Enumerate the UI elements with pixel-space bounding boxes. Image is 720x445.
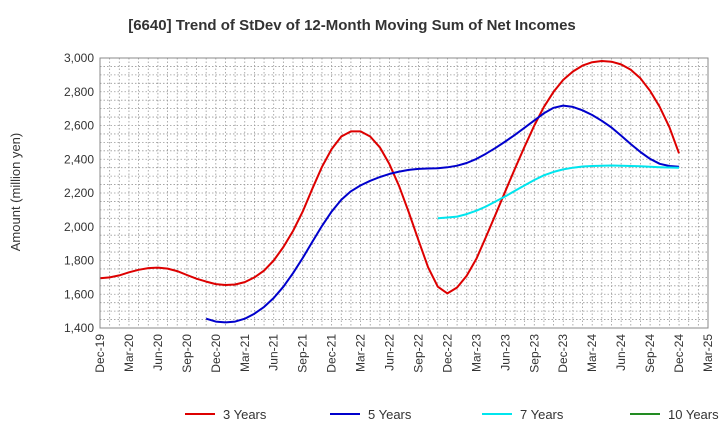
x-tick-label: Dec-24 — [672, 334, 686, 373]
plot-area: 1,400 1,600 1,800 2,000 2,200 2,400 2,600 2,800… — [64, 51, 715, 373]
x-tick-label: Jun-23 — [498, 334, 512, 371]
x-tick-label: Jun-22 — [383, 334, 397, 371]
x-tick-label: Dec-20 — [209, 334, 223, 373]
x-tick-label: Mar-22 — [354, 334, 368, 372]
x-tick-label: Dec-23 — [556, 334, 570, 373]
plot-background — [100, 58, 708, 328]
x-tick-label: Sep-23 — [527, 334, 541, 373]
legend-label-7-years: 7 Years — [520, 407, 564, 422]
y-tick-label: 2,200 — [64, 186, 94, 200]
legend: 3 Years 5 Years 7 Years 10 Years — [185, 407, 719, 422]
chart-title: [6640] Trend of StDev of 12-Month Moving… — [128, 17, 576, 34]
x-tick-label: Dec-19 — [93, 334, 107, 373]
y-tick-label: 2,000 — [64, 220, 94, 234]
y-tick-label: 2,600 — [64, 119, 94, 133]
legend-label-5-years: 5 Years — [368, 407, 412, 422]
legend-label-10-years: 10 Years — [668, 407, 719, 422]
x-tick-label: Sep-22 — [411, 334, 425, 373]
x-tick-label: Jun-20 — [151, 334, 165, 371]
series-line-5-years — [205, 104, 680, 324]
x-tick-label: Mar-21 — [238, 334, 252, 372]
y-tick-label: 1,400 — [64, 321, 94, 335]
y-tick-label: 2,400 — [64, 152, 94, 166]
y-tick-label: 2,800 — [64, 85, 94, 99]
x-tick-label: Sep-20 — [180, 334, 194, 373]
x-tick-label: Mar-24 — [585, 334, 599, 372]
x-tick-label: Jun-21 — [267, 334, 281, 371]
legend-label-3-years: 3 Years — [223, 407, 267, 422]
x-tick-label: Mar-20 — [122, 334, 136, 372]
y-tick-label: 3,000 — [64, 51, 94, 65]
y-axis-label: Amount (million yen) — [8, 133, 23, 252]
y-tick-label: 1,800 — [64, 254, 94, 268]
x-tick-label: Dec-22 — [440, 334, 454, 373]
series-line-7-years — [437, 164, 680, 220]
x-tick-label: Jun-24 — [614, 334, 628, 371]
x-tick-label: Mar-23 — [469, 334, 483, 372]
series-line-3-years — [99, 60, 680, 295]
plot-frame — [99, 57, 709, 329]
x-tick-label: Sep-24 — [643, 334, 657, 373]
x-tick-label: Sep-21 — [296, 334, 310, 373]
y-tick-label: 1,600 — [64, 287, 94, 301]
x-tick-label: Dec-21 — [325, 334, 339, 373]
x-tick-label: Mar-25 — [701, 334, 715, 372]
